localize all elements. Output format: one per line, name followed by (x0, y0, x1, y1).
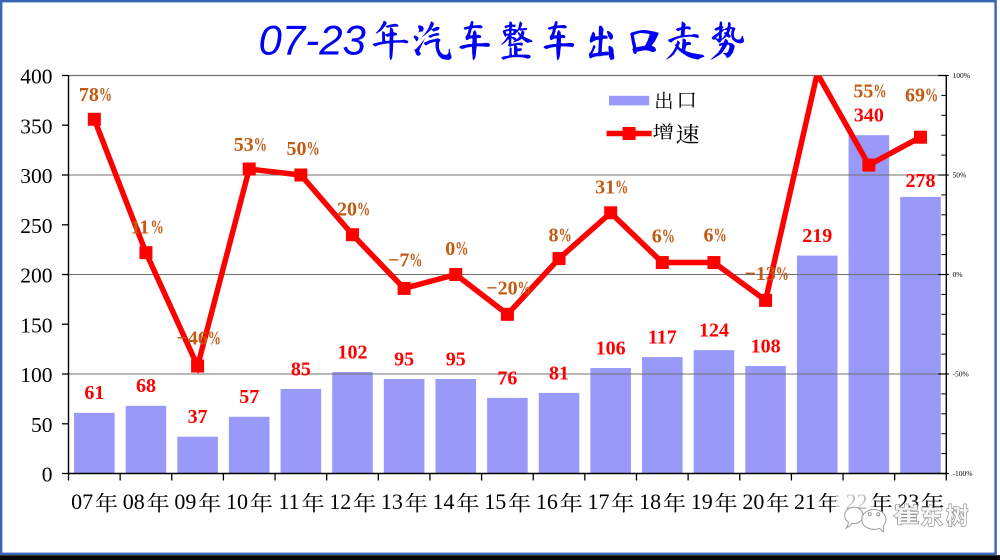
svg-text:108: 108 (751, 335, 781, 357)
svg-text:400: 400 (20, 65, 52, 89)
svg-text:6: 6 (703, 224, 713, 246)
svg-text:85: 85 (291, 358, 311, 380)
svg-text:11: 11 (130, 217, 149, 239)
svg-text:20: 20 (337, 199, 357, 221)
svg-text:150: 150 (20, 313, 52, 337)
svg-text:%: % (615, 176, 628, 198)
svg-text:0%: 0% (953, 270, 963, 279)
svg-text:76: 76 (497, 367, 517, 389)
svg-text:124: 124 (699, 320, 729, 342)
svg-text:%: % (873, 80, 886, 102)
svg-text:%: % (559, 224, 572, 246)
svg-text:31: 31 (595, 177, 615, 199)
svg-text:20: 20 (742, 489, 764, 514)
svg-text:09: 09 (174, 489, 196, 514)
svg-text:%: % (713, 224, 726, 246)
svg-text:%: % (254, 133, 267, 155)
svg-text:95: 95 (394, 348, 414, 370)
svg-text:21: 21 (794, 489, 816, 514)
svg-text:55: 55 (853, 81, 873, 103)
svg-text:%: % (307, 137, 320, 159)
svg-text:-50%: -50% (953, 370, 969, 379)
svg-text:78: 78 (79, 84, 99, 106)
svg-text:0: 0 (42, 463, 53, 487)
svg-text:68: 68 (136, 375, 156, 397)
svg-text:95: 95 (446, 348, 466, 370)
svg-text:50: 50 (31, 413, 53, 437)
svg-text:07-23: 07-23 (259, 17, 366, 64)
svg-text:278: 278 (905, 170, 935, 192)
svg-text:-100%: -100% (953, 469, 973, 478)
svg-text:13: 13 (381, 489, 403, 514)
svg-text:−46: −46 (176, 327, 207, 349)
svg-text:%: % (776, 262, 789, 284)
svg-text:340: 340 (854, 105, 884, 127)
svg-text:%: % (925, 84, 938, 106)
svg-text:200: 200 (20, 264, 52, 288)
svg-text:%: % (208, 327, 221, 349)
svg-text:%: % (150, 216, 163, 238)
svg-text:%: % (99, 83, 112, 105)
svg-text:%: % (518, 277, 531, 299)
svg-text:61: 61 (84, 382, 104, 404)
svg-text:14: 14 (433, 489, 455, 514)
svg-text:300: 300 (20, 164, 52, 188)
svg-text:18: 18 (639, 489, 661, 514)
svg-text:16: 16 (536, 489, 558, 514)
svg-text:6: 6 (652, 226, 662, 248)
svg-text:%: % (357, 198, 370, 220)
svg-text:250: 250 (20, 214, 52, 238)
svg-text:100: 100 (20, 363, 52, 387)
svg-text:−7: −7 (388, 250, 409, 272)
svg-text:219: 219 (802, 225, 832, 247)
svg-text:50: 50 (287, 138, 307, 160)
svg-text:69: 69 (905, 85, 925, 107)
svg-text:50%: 50% (953, 171, 967, 180)
svg-text:37: 37 (188, 406, 208, 428)
svg-text:11: 11 (278, 489, 299, 514)
svg-text:07: 07 (71, 489, 93, 514)
svg-text:17: 17 (587, 489, 609, 514)
svg-text:%: % (455, 237, 468, 259)
svg-text:%: % (662, 225, 675, 247)
svg-text:19: 19 (691, 489, 713, 514)
svg-text:106: 106 (596, 337, 626, 359)
svg-text:350: 350 (20, 114, 52, 138)
svg-text:12: 12 (329, 489, 351, 514)
svg-text:53: 53 (234, 134, 254, 156)
svg-text:−20: −20 (486, 277, 517, 299)
svg-text:−13: −13 (744, 263, 775, 285)
svg-text:10: 10 (226, 489, 248, 514)
svg-text:08: 08 (123, 489, 145, 514)
svg-text:117: 117 (648, 327, 677, 349)
svg-text:57: 57 (239, 386, 259, 408)
svg-text:81: 81 (549, 362, 569, 384)
svg-text:0: 0 (445, 238, 455, 260)
svg-text:100%: 100% (953, 71, 971, 80)
svg-text:15: 15 (484, 489, 506, 514)
svg-text:8: 8 (549, 224, 559, 246)
svg-text:102: 102 (337, 341, 367, 363)
svg-text:%: % (409, 249, 422, 271)
